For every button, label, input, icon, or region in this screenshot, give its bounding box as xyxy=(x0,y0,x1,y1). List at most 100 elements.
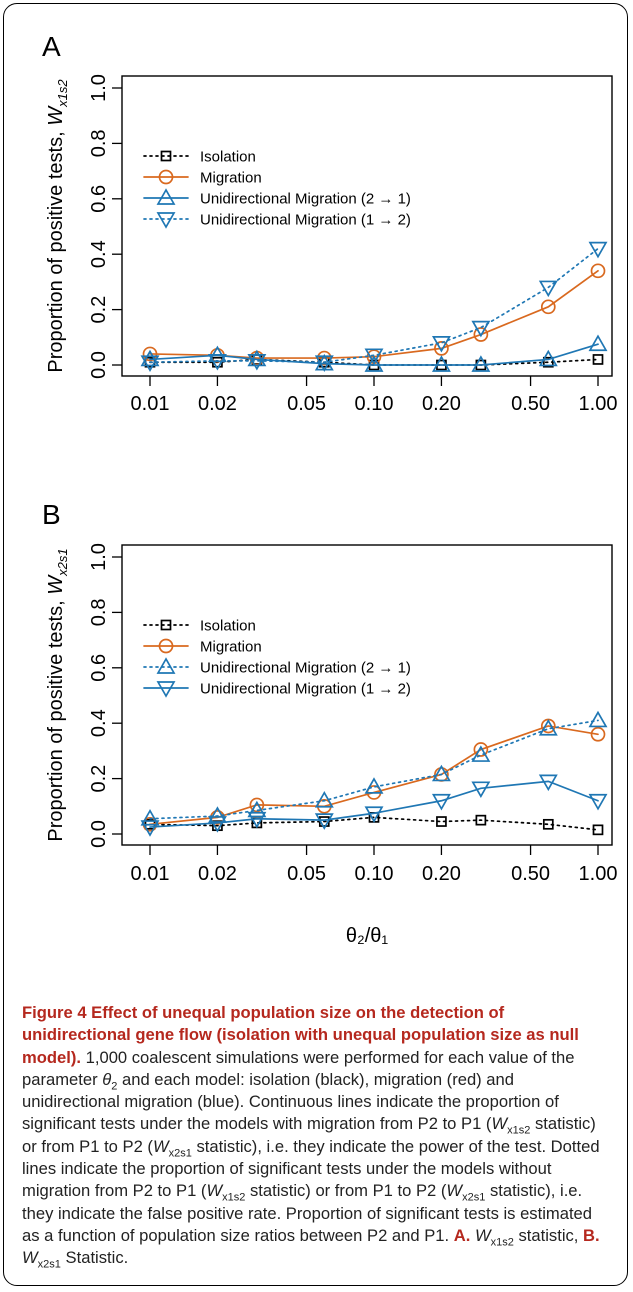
caption-stat-sub: x2s1 xyxy=(37,1258,61,1271)
data-point xyxy=(364,355,384,372)
data-point xyxy=(592,354,604,365)
data-point xyxy=(590,263,606,279)
caption-stat-sub: x2s1 xyxy=(462,1191,486,1204)
data-point xyxy=(140,809,160,826)
y-tick-label: 0.4 xyxy=(88,240,110,268)
data-point xyxy=(207,816,227,833)
legend: Isolation Migration Unidirectional Migrati… xyxy=(143,149,411,229)
data-point xyxy=(538,349,558,367)
legend-marker xyxy=(158,169,174,185)
x-tick-label: 0.01 xyxy=(131,393,170,415)
x-tick-label: 0.05 xyxy=(287,863,326,885)
y-tick-label: 1.0 xyxy=(88,74,110,102)
chart-panel-a: 0.01 0.02 0.05 0.10 0.20 0.50 1.00 0.0 0.2 0.4 0.6… xyxy=(42,31,617,415)
series-line xyxy=(149,247,599,364)
data-point xyxy=(475,814,487,826)
series-1 xyxy=(142,718,606,832)
data-point xyxy=(431,335,451,353)
y-axis-title-text: Proportion of positive tests, xyxy=(45,126,67,373)
y-tick-label: 0.0 xyxy=(88,351,110,379)
legend-entry: Migration xyxy=(200,639,262,656)
caption-stat-sub: x1s2 xyxy=(222,1191,246,1204)
data-point xyxy=(247,800,267,818)
figure-caption: Figure 4 Effect of unequal population si… xyxy=(22,1002,614,1270)
x-tick-label: 0.10 xyxy=(355,863,394,885)
data-point xyxy=(542,818,554,830)
caption-part-b: Statistic. xyxy=(60,1248,129,1268)
x-tick-label: 0.02 xyxy=(198,863,237,885)
data-point xyxy=(364,806,384,823)
data-point xyxy=(473,742,489,757)
legend-marker xyxy=(158,638,174,654)
legend-marker xyxy=(156,212,176,229)
caption-stat-w: W xyxy=(446,1181,463,1201)
data-point xyxy=(314,355,334,372)
y-tick-label: 0.6 xyxy=(88,185,110,213)
data-point xyxy=(538,774,558,792)
data-point xyxy=(364,348,384,366)
data-point xyxy=(471,745,491,762)
caption-text-6: statistic), i.e. they indicate the false… xyxy=(22,1181,593,1245)
y-axis-title: Proportion of positive tests, Wx2s1 xyxy=(45,548,70,841)
data-point xyxy=(471,355,491,372)
data-point xyxy=(207,353,227,371)
data-point xyxy=(140,355,160,372)
y-axis-title-sub: x1s2 xyxy=(55,79,70,108)
data-point xyxy=(588,710,608,728)
legend: Isolation Migration Unidirectional Migrati… xyxy=(143,618,411,698)
caption-stat-w: W xyxy=(152,1136,169,1156)
legend-entry: Unidirectional Migration (1 → 2) xyxy=(200,212,411,229)
data-point xyxy=(473,327,489,342)
caption-title: Figure 4 Effect of unequal population si… xyxy=(22,1003,579,1067)
series-line xyxy=(149,719,599,820)
legend-marker xyxy=(156,681,176,698)
data-point xyxy=(249,797,265,813)
data-point xyxy=(542,356,554,368)
caption-stat-sub: x1s2 xyxy=(490,1236,514,1249)
data-point xyxy=(247,811,267,829)
x-tick-label: 0.01 xyxy=(131,863,170,885)
y-tick-label: 0.4 xyxy=(88,709,110,737)
x-tick-label: 0.05 xyxy=(287,393,326,415)
y-tick-label: 0.6 xyxy=(88,654,110,682)
series-2 xyxy=(140,710,608,826)
y-tick-label: 0.0 xyxy=(88,820,110,848)
y-tick-label: 0.8 xyxy=(88,129,110,157)
legend-marker xyxy=(160,619,172,631)
x-tick-label: 0.02 xyxy=(198,393,237,415)
legend-entry: Unidirectional Migration (2 → 1) xyxy=(200,660,411,677)
caption-stat-w: W xyxy=(206,1181,223,1201)
caption-stat-w: W xyxy=(474,1225,491,1245)
figure-plots: 0.01 0.02 0.05 0.10 0.20 0.50 1.00 0.0 0.2 0.4 0.6… xyxy=(42,31,617,947)
plot-area xyxy=(121,544,613,846)
data-point xyxy=(590,726,606,742)
caption-stat-w: W xyxy=(22,1248,38,1268)
y-tick-label: 1.0 xyxy=(88,543,110,571)
caption-text-5: statistic) or from P1 to P2 ( xyxy=(245,1181,447,1201)
y-axis-title-text: Proportion of positive tests, xyxy=(45,595,67,842)
data-point xyxy=(247,353,267,371)
caption-text-4: statistic), i.e. they indicate the power… xyxy=(22,1136,600,1201)
y-tick-label: 0.2 xyxy=(88,765,110,793)
plot-area xyxy=(121,75,613,377)
x-tick-label: 0.50 xyxy=(511,863,550,885)
panel-label: B xyxy=(42,499,61,530)
series-line xyxy=(149,816,599,831)
x-axis-title: θ₂/θ₁ xyxy=(346,925,389,947)
data-point xyxy=(247,349,267,367)
caption-label-b: B. xyxy=(583,1225,600,1245)
data-point xyxy=(140,349,160,367)
data-point xyxy=(207,806,227,823)
data-point xyxy=(431,355,451,372)
y-axis-title: Proportion of positive tests, Wx1s2 xyxy=(45,79,70,373)
caption-stat-w: W xyxy=(491,1114,508,1134)
series-line xyxy=(149,780,599,828)
legend-marker xyxy=(160,150,172,162)
legend-entry: Migration xyxy=(200,170,262,187)
data-point xyxy=(588,334,608,352)
data-point xyxy=(540,299,556,315)
y-axis-title-stat: W xyxy=(45,105,67,126)
legend-entry: Unidirectional Migration (2 → 1) xyxy=(200,191,411,208)
series-3 xyxy=(140,774,608,837)
panel-label: A xyxy=(42,31,61,62)
